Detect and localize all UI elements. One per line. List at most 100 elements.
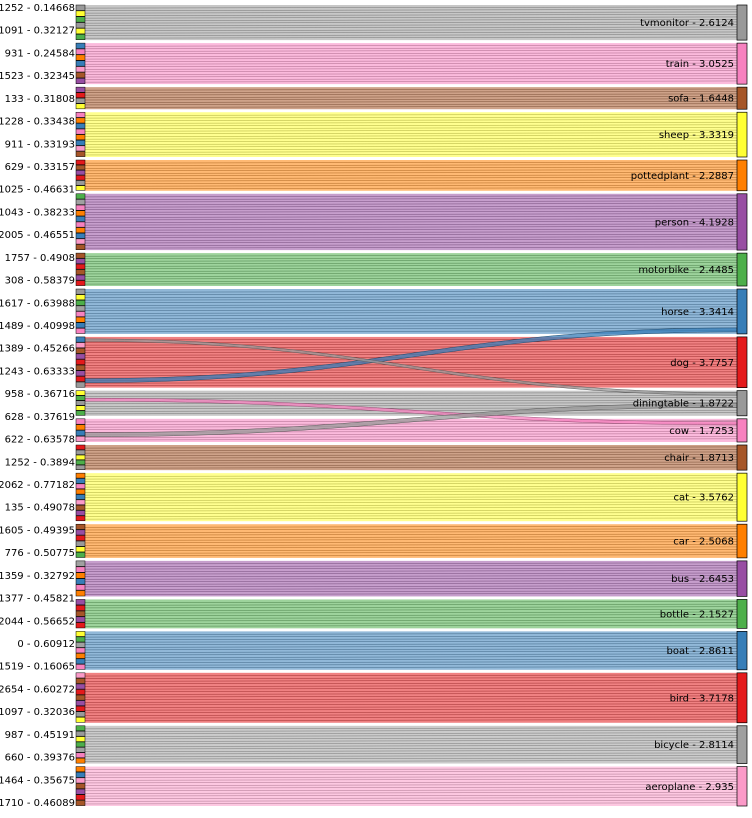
left-node [75,694,86,701]
flow-line-cat [84,480,738,482]
left-node-label: 1605 - 0.49395 [0,525,75,536]
right-node-label-bottle: bottle - 2.1527 [660,609,734,620]
flow-line-boat [84,648,738,651]
left-node [75,199,86,205]
flow-line-bicycle [84,750,738,752]
flow-line-aeroplane [84,770,738,773]
left-node [75,359,86,365]
left-node [75,766,86,773]
flow-line-cat [84,499,738,501]
flow-line-dog [84,369,738,371]
flow-line-cat [84,512,738,515]
left-node-label: 776 - 0.50775 [5,548,75,559]
left-node [75,117,86,124]
flow-line-aeroplane [84,778,738,781]
flow-line-sofa [84,98,738,101]
flow-line-sofa [84,91,738,93]
left-node [75,494,86,500]
flow-line-bird [84,711,738,714]
left-node [75,274,86,281]
right-node-train [736,42,748,85]
left-node-label: 958 - 0.36716 [5,389,75,400]
flow-line-person [84,208,738,210]
right-node-tvmonitor [736,4,748,41]
flow-line-dog [84,374,738,376]
flow-line-person [84,231,738,234]
left-node-label: 133 - 0.31808 [5,94,75,105]
flow-line-car [84,551,738,554]
flow-line-bus [84,567,738,570]
flow-line-bottle [84,601,738,603]
flow-line-horse [84,322,738,325]
left-node [75,111,86,118]
flow-line-sofa [84,105,738,108]
flow-line-bottle [84,622,738,624]
flow-line-bottle [84,624,738,627]
flow-line-aeroplane [84,776,738,778]
left-node [75,566,86,573]
left-node [75,757,86,764]
flow-line-bottle [84,617,738,619]
right-node-pottedplant [736,159,748,192]
flow-line-boat [84,651,738,653]
flow-line-bicycle [84,757,738,760]
left-node [75,299,86,306]
left-node [75,725,86,732]
flow-line-car [84,546,738,549]
flow-line-bicycle [84,732,738,735]
right-node-car [736,523,748,559]
right-node-label-sheep: sheep - 3.3319 [659,130,734,141]
flow-line-train [84,78,738,80]
flow-line-sheep [84,114,738,116]
flow-line-aeroplane [84,786,738,789]
flow-line-bird [84,693,738,695]
left-node [75,705,86,712]
left-node [75,390,86,396]
flow-band-sheep [85,112,737,158]
flow-line-bird [84,682,738,685]
flow-line-bird [84,690,738,693]
flow-line-cat [84,501,738,504]
left-node [75,636,86,643]
left-node [75,232,86,239]
flow-line-sheep [84,132,738,135]
right-node-bus [736,560,748,597]
left-node-column [75,4,86,806]
flow-band-sofa [85,87,737,110]
flow-line-aeroplane [84,794,738,797]
right-node-bottle [736,599,748,629]
flow-line-sheep [84,135,738,137]
flow-line-pottedplant [84,182,738,184]
flow-line-cat [84,482,738,485]
flow-line-cat [84,496,738,498]
left-node [75,783,86,789]
flow-line-bird [84,719,738,721]
flow-line-boat [84,645,738,648]
flow-line-bus [84,585,738,588]
flow-line-person [84,223,738,226]
flow-line-bus [84,565,738,567]
flow-line-boat [84,663,738,666]
left-node-label: 1757 - 0.4908 [5,253,75,264]
flow-line-sheep [84,150,738,153]
left-node [75,510,86,516]
flow-line-bird [84,695,738,698]
flow-line-person [84,241,738,244]
left-node [75,353,86,360]
flow-line-boat [84,643,738,646]
flow-line-motorbike [84,257,738,259]
left-node [75,54,86,61]
flow-line-bus [84,575,738,577]
flow-line-aeroplane [84,784,738,786]
left-node [75,604,86,611]
flow-line-pottedplant [84,179,738,182]
left-node [75,584,86,591]
flow-line-cat [84,474,738,477]
left-node [75,653,86,659]
right-node-label-bicycle: bicycle - 2.8114 [654,740,734,751]
left-node [75,170,86,176]
right-node-label-cow: cow - 1.7253 [669,426,734,437]
flow-line-bicycle [84,747,738,750]
flow-line-pottedplant [84,164,738,166]
